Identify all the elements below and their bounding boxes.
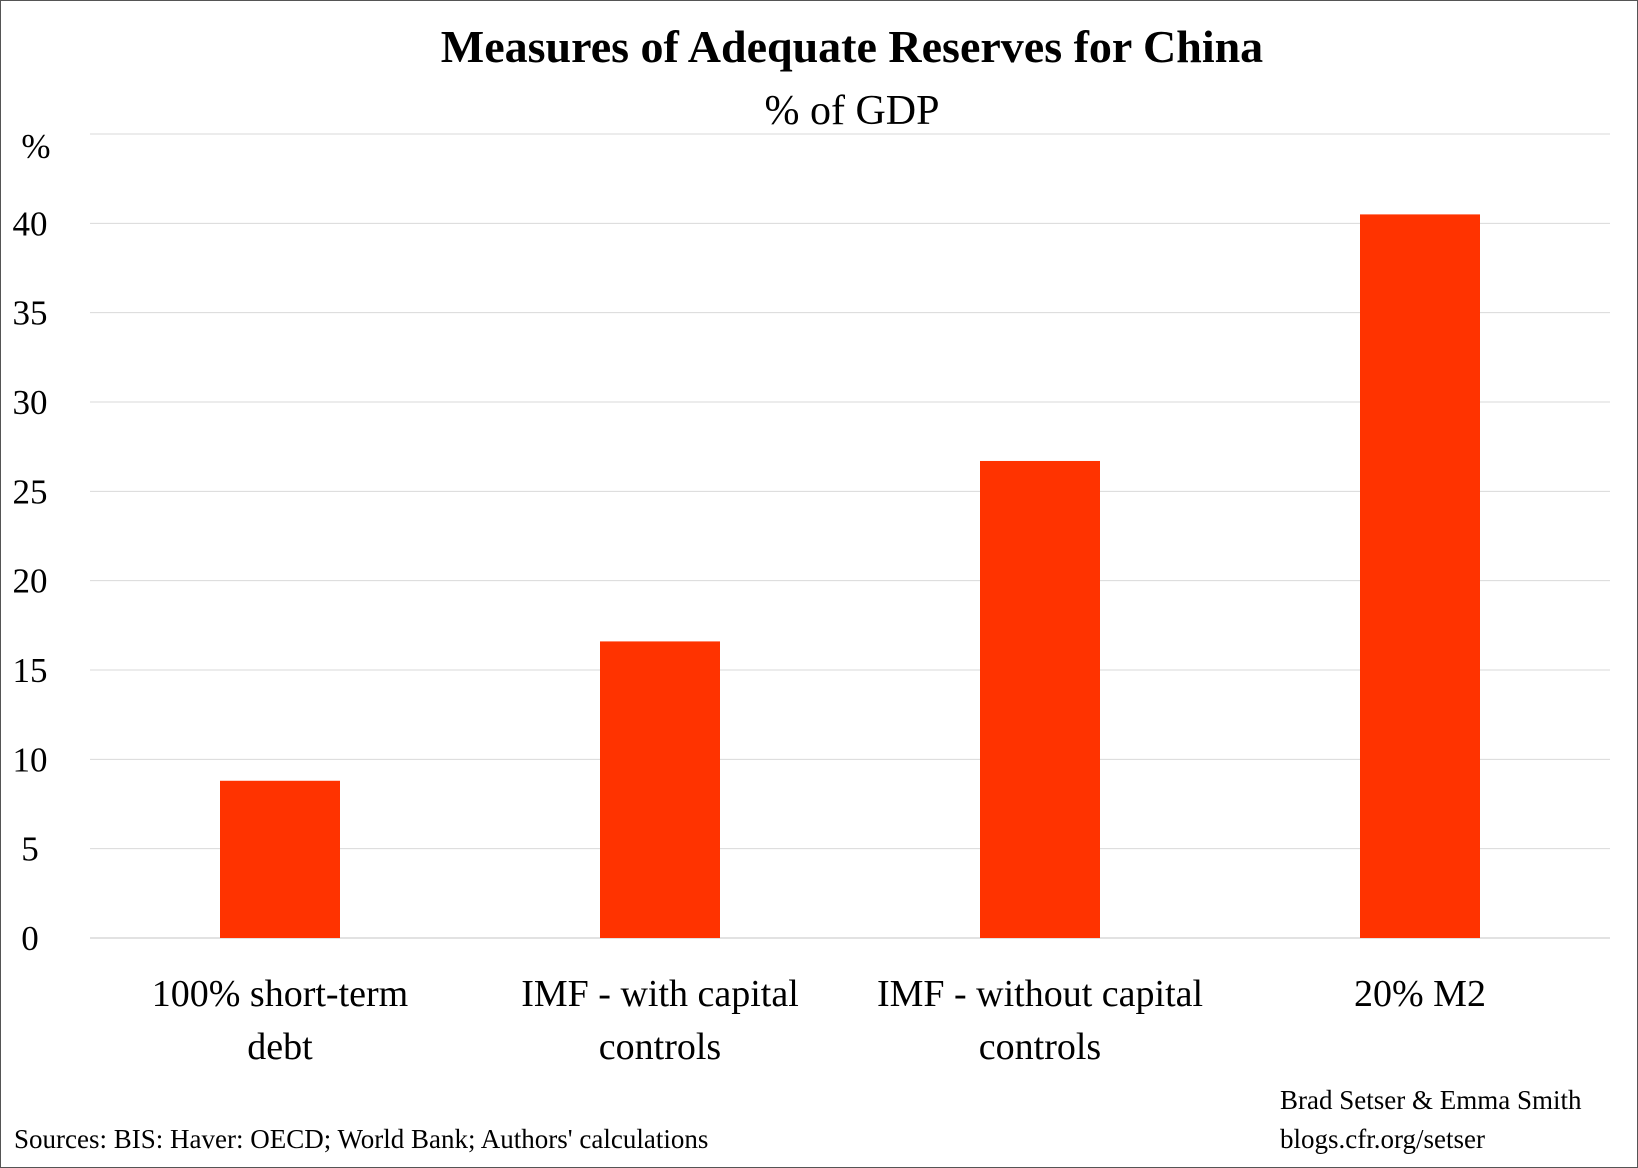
x-axis-labels: 100% short-term debt IMF - with capital con… <box>152 973 1486 1068</box>
x-tick-label: 100% short-term debt <box>152 973 408 1068</box>
bar <box>220 780 340 938</box>
y-tick-label: 35 <box>13 294 48 333</box>
bar <box>980 460 1100 938</box>
gridlines <box>90 133 1610 939</box>
chart-subtitle: % of GDP <box>765 88 940 134</box>
y-axis-label: % <box>21 127 50 166</box>
bar <box>1360 214 1480 938</box>
sources-note: Sources: BIS: Haver: OECD; World Bank; A… <box>14 1124 708 1154</box>
y-tick-label: 5 <box>21 830 39 869</box>
x-tick-label: IMF - without capital controls <box>877 973 1203 1068</box>
source-url: blogs.cfr.org/setser <box>1280 1124 1485 1154</box>
y-tick-label: 30 <box>13 383 48 422</box>
y-tick-label: 20 <box>13 562 48 601</box>
bars <box>220 214 1480 938</box>
bar <box>600 641 720 938</box>
y-tick-label: 15 <box>13 651 48 690</box>
x-tick-label: 20% M2 <box>1354 973 1486 1015</box>
y-tick-label: 10 <box>13 740 48 779</box>
y-tick-label: 25 <box>13 472 48 511</box>
chart-title: Measures of Adequate Reserves for China <box>441 21 1263 72</box>
y-tick-label: 0 <box>21 919 39 958</box>
y-axis-ticks: 0 5 10 15 20 25 30 35 40 <box>13 204 48 958</box>
y-tick-label: 40 <box>13 204 48 243</box>
x-tick-label: IMF - with capital controls <box>521 973 799 1068</box>
authors-credit: Brad Setser & Emma Smith <box>1280 1085 1582 1115</box>
